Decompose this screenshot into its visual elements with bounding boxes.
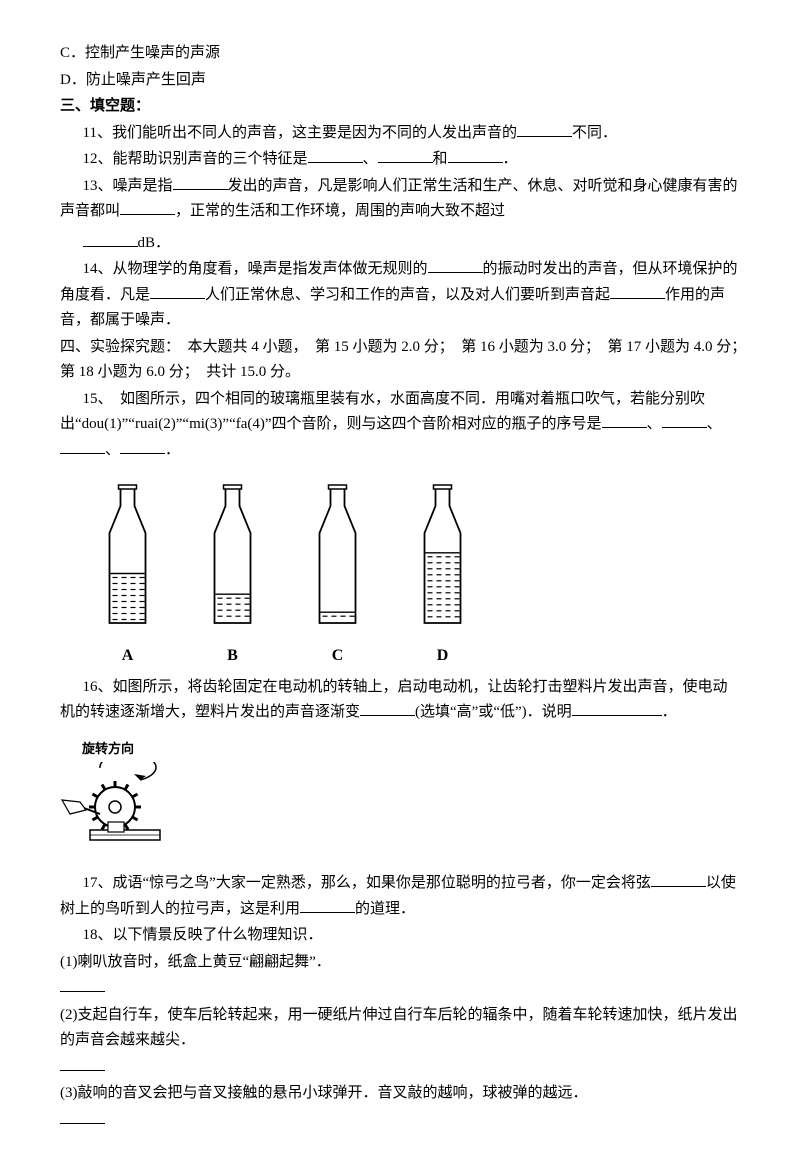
bottle-a: A xyxy=(100,481,155,669)
bottle-a-label: A xyxy=(100,642,155,669)
q15-blank-3[interactable] xyxy=(60,438,105,454)
q13-c: ，正常的生活和工作环境，周围的声响大致不超过 xyxy=(175,203,505,219)
q11-text-a: 11、我们能听出不同人的声音，这主要是因为不同的人发出声音的 xyxy=(83,125,517,141)
q15-blank-4[interactable] xyxy=(120,438,165,454)
q13-blank-2[interactable] xyxy=(120,199,175,215)
q11-blank[interactable] xyxy=(517,121,572,137)
q16-c: ． xyxy=(662,704,677,720)
q16-blank-2[interactable] xyxy=(572,700,662,716)
option-c: C．控制产生噪声的声源 xyxy=(60,41,740,67)
bottle-b: B xyxy=(205,481,260,669)
bottle-c-svg xyxy=(310,481,365,626)
q17: 17、成语“惊弓之鸟”大家一定熟悉，那么，如果你是那位聪明的拉弓者，你一定会将弦… xyxy=(60,871,740,922)
bottle-d: D xyxy=(415,481,470,669)
q18-3: (3)敲响的音叉会把与音叉接触的悬吊小球弹开．音叉敲的越响，球被弹的越远． xyxy=(60,1081,740,1107)
q18-1-answer-line[interactable] xyxy=(60,976,740,1002)
q18-2-answer-line[interactable] xyxy=(60,1055,740,1081)
q18-1: (1)喇叭放音时，纸盒上黄豆“翩翩起舞”． xyxy=(60,950,740,976)
q14-blank-2[interactable] xyxy=(150,283,205,299)
q12-text-a: 12、能帮助识别声音的三个特征是 xyxy=(83,151,308,167)
q12-end: ． xyxy=(503,151,518,167)
q14-blank-1[interactable] xyxy=(428,257,483,273)
q12-blank-1[interactable] xyxy=(308,147,363,163)
q14-a: 14、从物理学的角度看，噪声是指发声体做无规则的 xyxy=(83,261,428,277)
q13-blank-1[interactable] xyxy=(173,174,228,190)
q14-c: 人们正常休息、学习和工作的声音，以及对人们要听到声音起 xyxy=(205,287,610,303)
section-3-heading: 三、填空题： xyxy=(60,94,740,120)
q17-a: 17、成语“惊弓之鸟”大家一定熟悉，那么，如果你是那位聪明的拉弓者，你一定会将弦 xyxy=(83,875,651,891)
q12: 12、能帮助识别声音的三个特征是 、 和 ． xyxy=(60,147,740,173)
bottle-b-svg xyxy=(205,481,260,626)
q15-s2: 、 xyxy=(707,416,722,432)
q18-2: (2)支起自行车，使车后轮转起来，用一硬纸片伸过自行车后轮的辐条中，随着车轮转速… xyxy=(60,1003,740,1054)
q12-sep1: 、 xyxy=(363,151,378,167)
q16-b: (选填“高”或“低”)．说明 xyxy=(415,704,572,720)
gear-figure: 旋转方向 xyxy=(60,738,740,862)
q15-s3: 、 xyxy=(105,442,120,458)
q12-blank-2[interactable] xyxy=(378,147,433,163)
bottle-d-svg xyxy=(415,481,470,626)
q13-d: dB． xyxy=(138,235,171,251)
q12-sep2: 和 xyxy=(433,151,448,167)
gear-svg xyxy=(60,762,180,852)
q13-blank-3[interactable] xyxy=(83,231,138,247)
q14: 14、从物理学的角度看，噪声是指发声体做无规则的的振动时发出的声音，但从环境保护… xyxy=(60,257,740,334)
q15-blank-2[interactable] xyxy=(662,412,707,428)
q18-heading: 18、以下情景反映了什么物理知识． xyxy=(60,923,740,949)
q17-blank-2[interactable] xyxy=(300,897,355,913)
bottles-figure: A B C D xyxy=(100,481,740,669)
gear-caption: 旋转方向 xyxy=(82,738,740,760)
q16: 16、如图所示，将齿轮固定在电动机的转轴上，启动电动机，让齿轮打击塑料片发出声音… xyxy=(60,675,740,726)
q18-3-answer-line[interactable] xyxy=(60,1108,740,1134)
q15-blank-1[interactable] xyxy=(602,412,647,428)
bottle-c-label: C xyxy=(310,642,365,669)
q15-end: ． xyxy=(165,442,180,458)
option-d: D．防止噪声产生回声 xyxy=(60,68,740,94)
q17-blank-1[interactable] xyxy=(651,871,706,887)
q13-a: 13、噪声是指 xyxy=(83,178,173,194)
bottle-c: C xyxy=(310,481,365,669)
q15: 15、 如图所示，四个相同的玻璃瓶里装有水，水面高度不同．用嘴对着瓶口吹气，若能… xyxy=(60,387,740,464)
q11: 11、我们能听出不同人的声音，这主要是因为不同的人发出声音的 不同． xyxy=(60,121,740,147)
bottle-a-svg xyxy=(100,481,155,626)
q16-blank-1[interactable] xyxy=(360,700,415,716)
q15-s1: 、 xyxy=(647,416,662,432)
section-4-heading: 四、实验探究题： 本大题共 4 小题， 第 15 小题为 2.0 分； 第 16… xyxy=(60,335,740,386)
q14-blank-3[interactable] xyxy=(610,283,665,299)
bottle-d-label: D xyxy=(415,642,470,669)
q12-blank-3[interactable] xyxy=(448,147,503,163)
q17-c: 的道理． xyxy=(355,901,415,917)
q13: 13、噪声是指发出的声音，凡是影响人们正常生活和生产、休息、对听觉和身心健康有害… xyxy=(60,174,740,257)
q11-text-b: 不同． xyxy=(572,125,617,141)
bottle-b-label: B xyxy=(205,642,260,669)
